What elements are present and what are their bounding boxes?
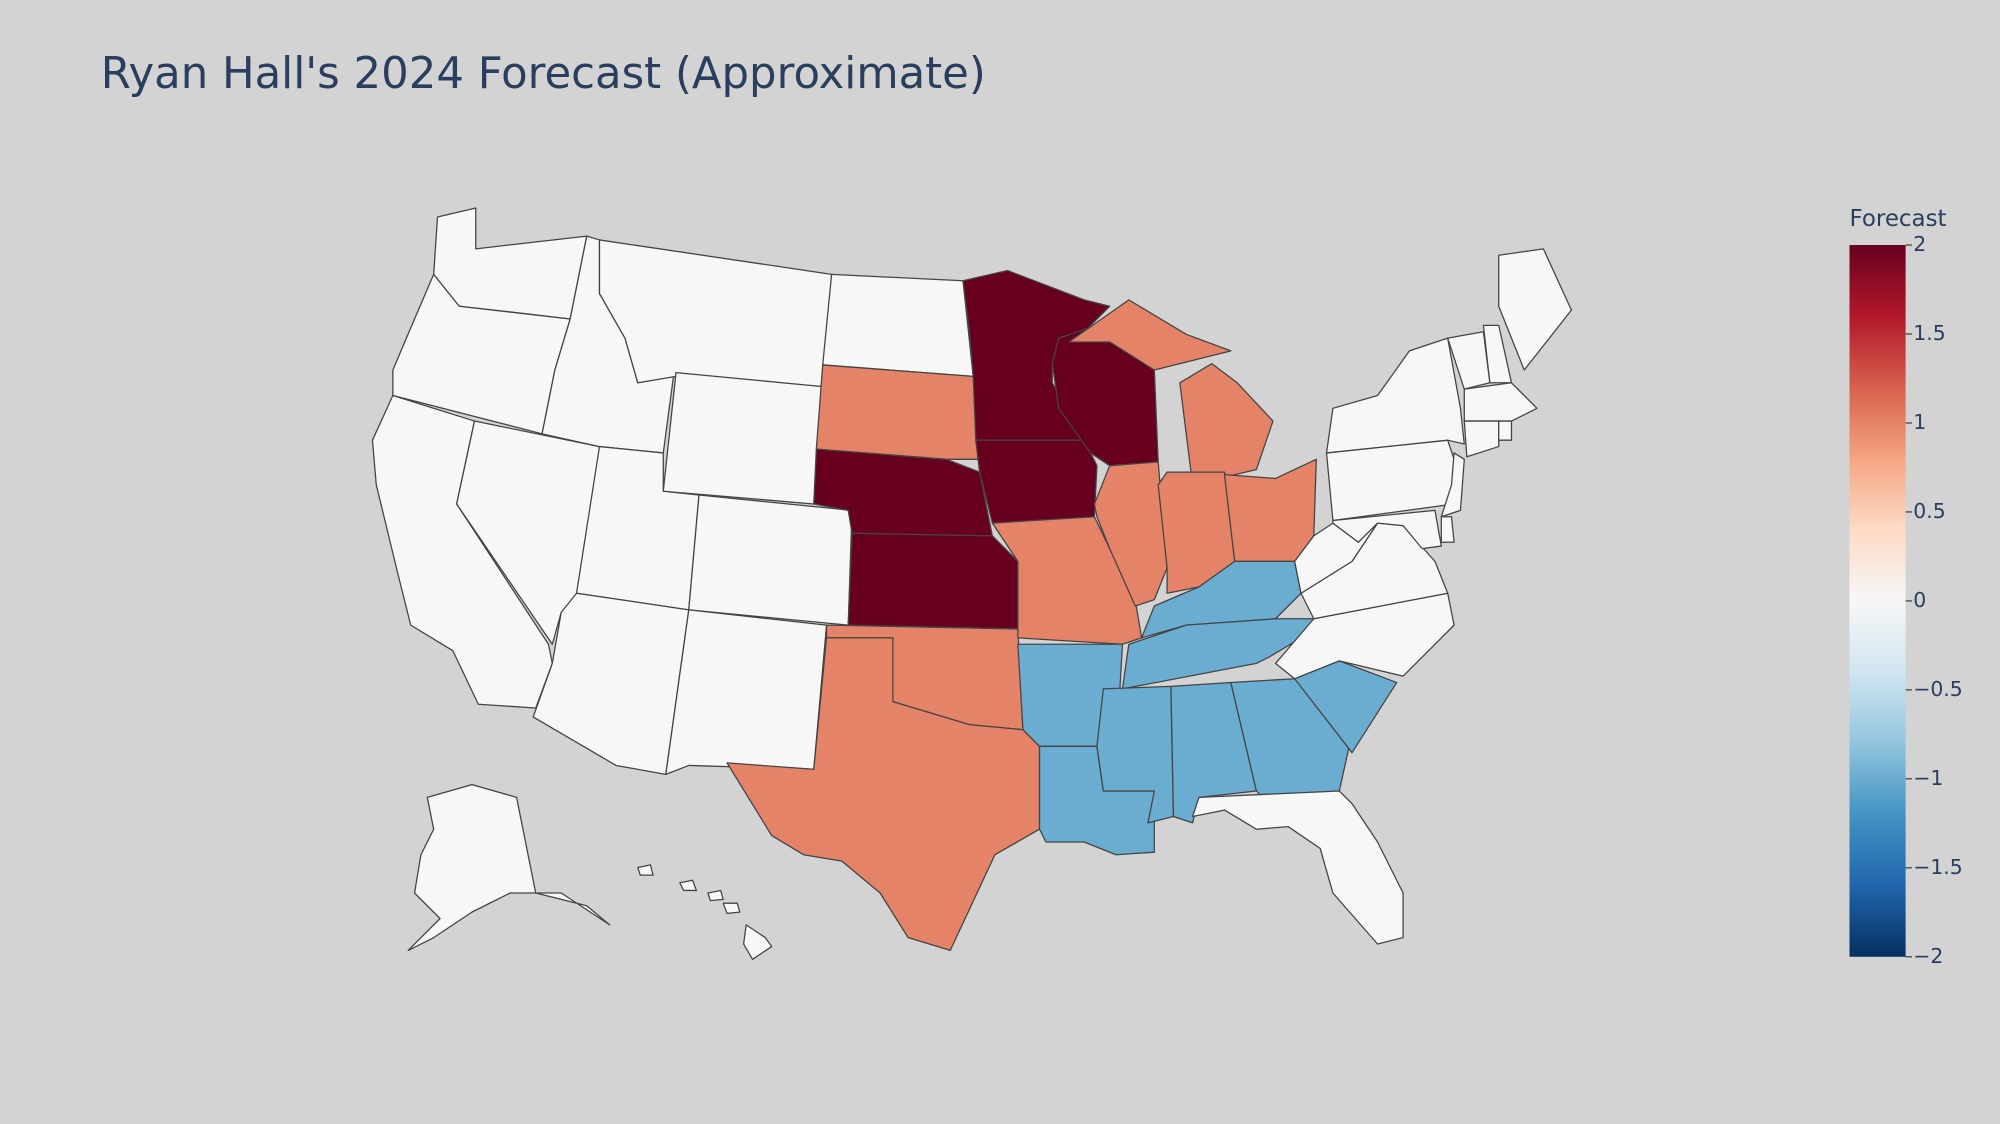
state [598, 239, 833, 388]
state [1332, 509, 1442, 550]
state [1274, 592, 1455, 680]
state [662, 371, 824, 505]
colorbar-tick-label: 1.5 [1913, 321, 1945, 345]
state [962, 269, 1111, 441]
state [815, 364, 981, 460]
state [1191, 790, 1404, 945]
colorbar-tick-label: −1 [1913, 766, 1943, 790]
colorbar-title: Forecast [1849, 206, 1946, 232]
state [688, 494, 853, 626]
state [1068, 299, 1274, 486]
colorbar-tick-label: −2 [1913, 944, 1943, 968]
state [847, 532, 1019, 630]
state [975, 439, 1098, 524]
state [637, 864, 773, 960]
colorbar-tick-label: 0 [1913, 588, 1926, 612]
state [1498, 248, 1573, 371]
colorbar [1849, 245, 1906, 957]
map [371, 207, 1573, 960]
state [1223, 458, 1317, 562]
state [1447, 331, 1491, 390]
colorbar-tick-label: 2 [1913, 232, 1926, 256]
state [407, 783, 611, 952]
state [822, 273, 974, 378]
state [1463, 420, 1500, 458]
chart-title: Ryan Hall's 2024 Forecast (Approximate) [101, 49, 986, 99]
state [1325, 439, 1462, 522]
state [726, 637, 1041, 952]
state [665, 609, 828, 776]
state [1440, 452, 1465, 518]
colorbar-tick-label: 1 [1913, 410, 1926, 434]
colorbar-tick-label: −0.5 [1913, 677, 1963, 701]
colorbar-tick-label: 0.5 [1913, 499, 1945, 523]
state [1440, 516, 1455, 543]
state [1498, 420, 1513, 441]
state [1325, 337, 1465, 454]
state [1463, 382, 1538, 422]
colorbar-tick-label: −1.5 [1913, 855, 1963, 879]
